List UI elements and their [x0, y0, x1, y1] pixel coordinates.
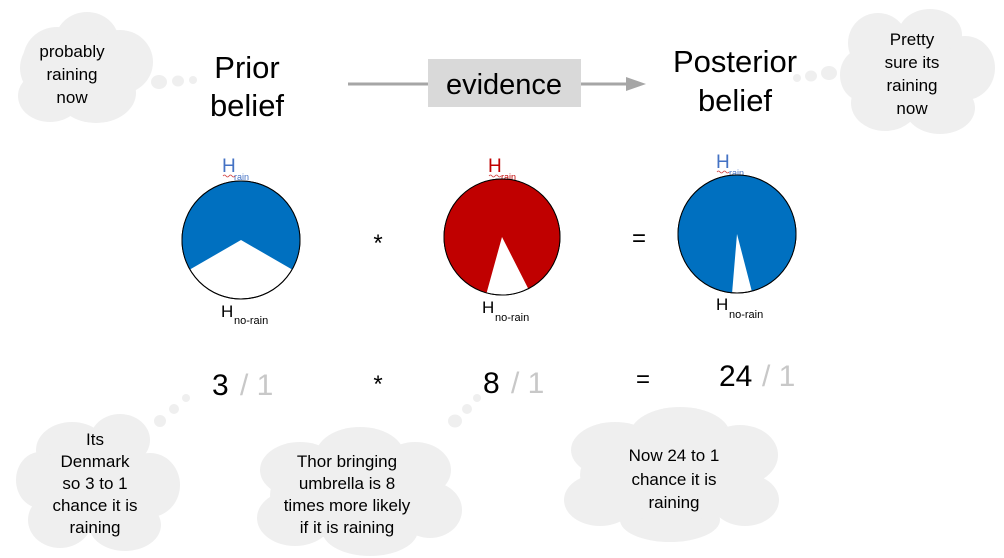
- h-rain-subscript: rain: [729, 168, 744, 178]
- cloud-bottom-left: [16, 394, 190, 551]
- cloud-text-line: now: [896, 99, 928, 118]
- prior-odds: 3 / 1: [212, 369, 273, 402]
- cloud-text-line: Pretty: [890, 30, 935, 49]
- h-norain-label: H: [482, 298, 494, 317]
- cloud-top-left: [18, 12, 197, 123]
- posterior-heading-line: belief: [698, 83, 772, 118]
- h-rain-subscript: rain: [501, 172, 516, 182]
- posterior-pie: H rain H no-rain: [677, 152, 797, 321]
- equals-operator: =: [632, 225, 646, 252]
- odds-denominator: / 1: [511, 367, 544, 400]
- cloud-text-line: probably: [39, 42, 105, 61]
- pie-outline: [181, 180, 301, 300]
- h-rain-label: H: [222, 156, 236, 177]
- cloud-text-line: Thor bringing: [297, 452, 397, 471]
- cloud-bottom-middle: [257, 394, 481, 556]
- cloud-text-line: raining: [69, 518, 120, 537]
- cloud-text-line: raining: [648, 493, 699, 512]
- arrow-head: [626, 77, 646, 91]
- odds-numerator: 3: [212, 369, 229, 402]
- cloud-text-line: so 3 to 1: [62, 474, 127, 493]
- pie-slice-rain: [444, 178, 561, 293]
- cloud-text-line: sure its: [885, 53, 940, 72]
- prior-belief-heading: Prior belief: [210, 50, 284, 123]
- h-rain-subscript: rain: [234, 172, 249, 182]
- spellcheck-squiggle: [716, 170, 730, 174]
- cloud-text-line: chance it is: [52, 496, 137, 515]
- cloud-bottom-right-text: Now 24 to 1 chance it is raining: [629, 446, 720, 512]
- h-rain-label: H: [488, 156, 502, 177]
- h-norain-label: H: [716, 295, 728, 314]
- cloud-top-right: [793, 9, 995, 134]
- odds-denominator: / 1: [762, 360, 795, 393]
- multiply-operator: *: [373, 371, 382, 398]
- prior-heading-line: belief: [210, 88, 284, 123]
- h-rain-label: H: [716, 152, 730, 173]
- equals-operator: =: [636, 366, 650, 393]
- h-norain-subscript: no-rain: [729, 309, 763, 321]
- cloud-text-line: Now 24 to 1: [629, 446, 720, 465]
- cloud-bottom-right: [564, 407, 779, 542]
- h-norain-label: H: [221, 302, 233, 321]
- pie-outline: [443, 178, 561, 296]
- spellcheck-squiggle: [488, 174, 502, 178]
- cloud-text-line: if it is raining: [300, 518, 394, 537]
- multiply-operator: *: [373, 230, 382, 257]
- cloud-top-left-text: probably raining now: [39, 42, 105, 107]
- prior-heading-line: Prior: [214, 50, 279, 85]
- posterior-belief-heading: Posterior belief: [673, 44, 797, 118]
- cloud-text-line: now: [56, 88, 88, 107]
- likelihood-pie: H rain H no-rain: [443, 156, 561, 324]
- odds-numerator: 8: [483, 367, 500, 400]
- posterior-odds: 24 / 1: [719, 360, 795, 393]
- cloud-text-line: chance it is: [631, 470, 716, 489]
- odds-numerator: 24: [719, 360, 752, 393]
- cloud-text-line: umbrella is 8: [299, 474, 395, 493]
- pie-slice-rain: [677, 174, 796, 293]
- cloud-top-right-text: Pretty sure its raining now: [885, 30, 940, 118]
- cloud-text-line: Its: [86, 430, 104, 449]
- cloud-text-line: raining: [46, 65, 97, 84]
- pie-slice-rain: [182, 181, 300, 270]
- evidence-box: [428, 59, 581, 107]
- cloud-bottom-middle-text: Thor bringing umbrella is 8 times more l…: [284, 452, 411, 537]
- likelihood-odds: 8 / 1: [483, 367, 544, 400]
- cloud-bottom-left-text: Its Denmark so 3 to 1 chance it is raini…: [52, 430, 137, 537]
- posterior-heading-line: Posterior: [673, 44, 797, 79]
- h-norain-subscript: no-rain: [495, 312, 529, 324]
- spellcheck-squiggle: [222, 174, 236, 178]
- evidence-label: evidence: [446, 69, 562, 101]
- odds-denominator: / 1: [240, 369, 273, 402]
- cloud-text-line: times more likely: [284, 496, 411, 515]
- prior-pie: H rain H no-rain: [181, 156, 301, 327]
- cloud-text-line: raining: [886, 76, 937, 95]
- cloud-text-line: Denmark: [61, 452, 130, 471]
- h-norain-subscript: no-rain: [234, 315, 268, 327]
- pie-outline: [677, 174, 797, 294]
